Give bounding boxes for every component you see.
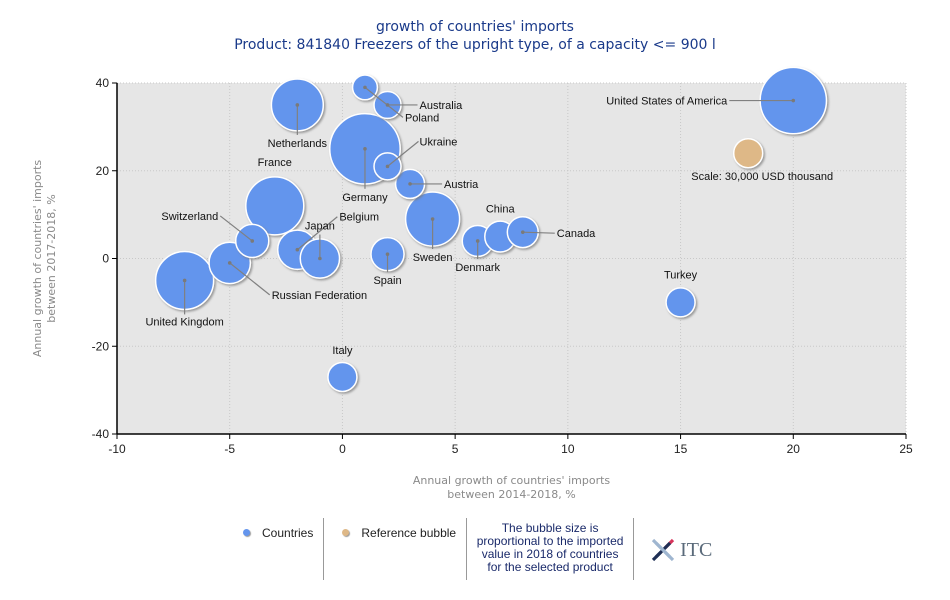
y-axis-title-line-1: Annual growth of countries' imports xyxy=(31,160,44,358)
reference-dot-icon xyxy=(342,529,350,536)
country-label: Japan xyxy=(305,221,335,233)
reference-label: Scale: 30,000 USD thousand xyxy=(691,171,833,183)
x-axis-title-line-1: Annual growth of countries' imports xyxy=(413,474,611,487)
itc-logo-icon xyxy=(651,538,675,562)
country-label: Germany xyxy=(342,192,388,204)
bubble-center-dot xyxy=(295,247,300,252)
country-label: China xyxy=(486,204,516,216)
axes: -10 -5 0 5 10 15 20 25 -40 -20 0 20 40 xyxy=(92,76,913,456)
x-axis-title-line-2: between 2014-2018, % xyxy=(447,488,575,501)
x-tick-label: -10 xyxy=(108,442,126,456)
country-label: Netherlands xyxy=(268,138,328,150)
legend-label-reference: Reference bubble xyxy=(361,526,457,540)
logo-text: ITC xyxy=(680,538,713,561)
country-label: Canada xyxy=(557,228,596,240)
country-label: United Kingdom xyxy=(145,316,223,328)
legend-label-countries: Countries xyxy=(262,526,314,540)
reference-bubble[interactable] xyxy=(732,137,764,169)
bubble-center-dot xyxy=(520,230,525,234)
country-label: Turkey xyxy=(664,269,698,281)
country-label: Poland xyxy=(405,112,439,124)
y-axis-title-line-2: between 2017-2018, % xyxy=(45,194,58,322)
legend-note: The bubble size is proportional to the i… xyxy=(476,521,624,574)
countries-dot-icon xyxy=(243,529,250,536)
legend-divider xyxy=(633,518,635,580)
x-tick-label: 10 xyxy=(561,442,575,456)
bubble-center-dot xyxy=(791,98,796,103)
x-tick-label: 25 xyxy=(899,442,913,456)
country-bubble[interactable] xyxy=(245,176,305,236)
y-tick-label: 0 xyxy=(102,252,109,266)
country-label: Switzerland xyxy=(161,211,218,223)
bubble-center-dot xyxy=(385,164,390,169)
y-tick-label: 40 xyxy=(96,76,110,90)
bubble-center-dot xyxy=(182,278,187,283)
country-bubble[interactable] xyxy=(665,287,696,318)
bubble-labels: United States of America Netherlands Polan… xyxy=(145,85,833,357)
leader-line xyxy=(296,216,338,251)
x-tick-label: 15 xyxy=(674,442,688,456)
country-label: Austria xyxy=(444,179,479,191)
leader-line xyxy=(387,140,419,167)
country-label: Italy xyxy=(332,345,353,357)
leader-line xyxy=(219,215,253,242)
itc-logo: ITC xyxy=(634,518,728,582)
legend: Countries Reference bubble The bubble si… xyxy=(225,518,728,582)
bubble-center-dot xyxy=(250,239,255,243)
legend-divider xyxy=(323,518,325,580)
country-label: Russian Federation xyxy=(272,290,367,302)
country-label: Australia xyxy=(420,100,464,112)
bubble-center-dot xyxy=(385,103,390,107)
legend-entry-countries[interactable]: Countries xyxy=(225,518,323,582)
legend-divider xyxy=(466,518,468,580)
chart-subtitle: Product: 841840 Freezers of the upright … xyxy=(234,37,716,53)
bubble-center-dot xyxy=(408,182,412,186)
country-label: Denmark xyxy=(455,262,500,274)
bubble-center-dot xyxy=(430,217,435,221)
chart-title: growth of countries' imports xyxy=(376,19,574,35)
leader-line xyxy=(522,231,555,234)
x-tick-label: 20 xyxy=(787,442,801,456)
country-label: Belgium xyxy=(339,212,379,224)
bubble-center-dot xyxy=(363,147,367,151)
legend-entry-reference[interactable]: Reference bubble xyxy=(324,518,466,582)
y-tick-label: -20 xyxy=(92,339,110,353)
y-tick-label: 20 xyxy=(96,164,110,178)
bubble-center-dot xyxy=(318,256,322,261)
country-label: Sweden xyxy=(413,252,453,264)
bubble-center-dot xyxy=(295,103,300,107)
x-tick-label: -5 xyxy=(224,442,235,456)
leader-line xyxy=(229,262,271,296)
country-label: France xyxy=(258,157,292,169)
bubble-center-dot xyxy=(363,85,367,90)
bubble-center-dot xyxy=(475,239,480,243)
country-label: Ukraine xyxy=(420,136,458,148)
leader-line xyxy=(364,86,404,118)
country-bubble[interactable] xyxy=(327,361,358,393)
x-tick-label: 5 xyxy=(452,442,459,456)
country-label: United States of America xyxy=(606,96,728,108)
y-tick-label: -40 xyxy=(92,427,110,441)
country-label: Spain xyxy=(373,275,401,287)
bubble-center-dot xyxy=(227,261,232,265)
bubble-center-dot xyxy=(385,252,390,256)
x-tick-label: 0 xyxy=(339,442,346,456)
